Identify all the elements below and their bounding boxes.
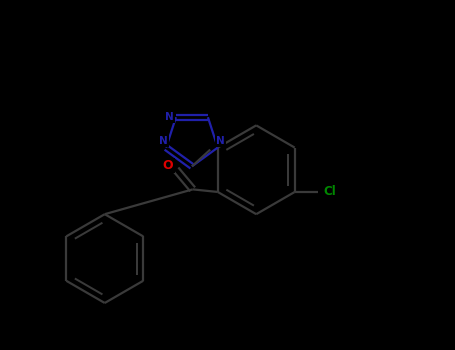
Text: O: O	[163, 159, 173, 172]
Text: N: N	[165, 112, 174, 122]
Text: N: N	[159, 136, 168, 146]
Text: Cl: Cl	[324, 186, 336, 198]
Text: N: N	[216, 136, 225, 146]
